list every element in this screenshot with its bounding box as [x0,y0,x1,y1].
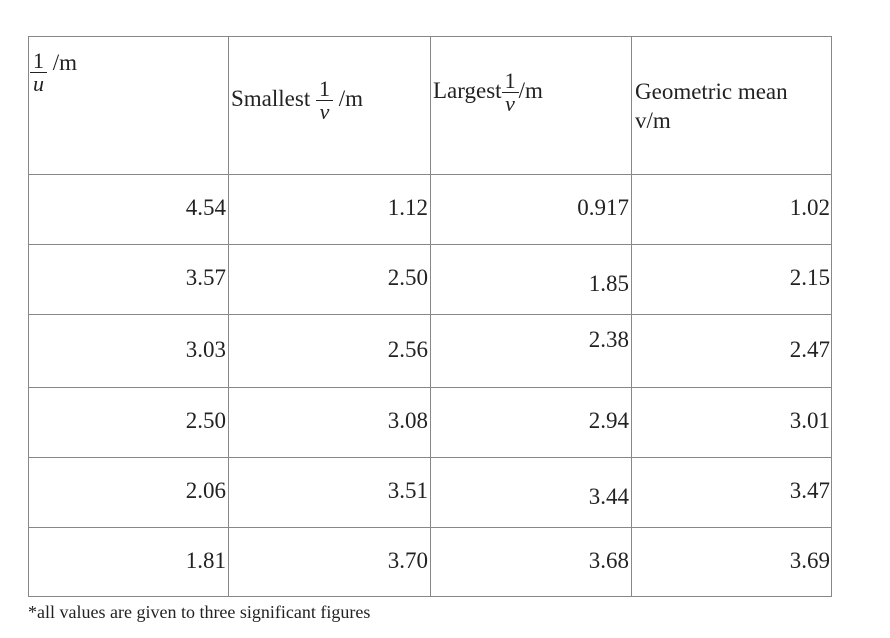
table-cell: 3.01 [789,408,830,433]
table-cell: 1.02 [789,195,830,220]
label: Smallest [231,85,311,111]
row-divider [28,457,832,458]
footnote: *all values are given to three significa… [28,602,371,622]
table-cell: 2.50 [387,265,428,290]
table-cell: 4.54 [185,195,226,220]
table-cell: 3.51 [387,478,428,503]
table-cell: 2.94 [588,408,629,433]
column-divider [228,36,229,597]
unit: /m [52,50,78,75]
unit: v/m [635,108,671,133]
table-cell: 2.15 [789,265,830,290]
table-cell: 3.03 [185,336,226,362]
row-divider [28,527,832,528]
row-divider [28,174,832,175]
table-cell: 1.81 [185,548,226,573]
table-cell: 3.47 [789,478,830,503]
table-cell: 3.57 [185,265,226,290]
denominator: v [319,99,330,124]
numerator: 1 [315,78,333,101]
unit: /m [338,85,364,111]
table-cell: 3.69 [789,548,830,573]
table-cell: 3.08 [387,408,428,433]
numerator: 1 [501,70,519,93]
table-cell: 2.56 [387,336,428,362]
table-cell: 3.68 [588,548,629,573]
table-cell: 2.50 [185,408,226,433]
row-divider [28,387,832,388]
table-cell: 3.70 [387,548,428,573]
table-cell: 0.917 [577,195,629,220]
unit: /m [518,77,543,103]
column-divider [430,36,431,597]
table-cell: 1.85 [588,271,629,296]
column-divider [631,36,632,597]
header-cell: Geometric mean v/m [635,77,788,135]
numerator: 1 [30,50,47,73]
label: Largest [433,77,502,103]
row-divider [28,314,832,315]
table-cell: 1.12 [387,195,428,220]
table-cell: 3.44 [588,484,629,509]
table-cell: 2.06 [185,478,226,503]
header-cell: Largest 1 v/m [433,70,543,115]
row-divider [28,244,832,245]
denominator: v [505,91,515,116]
table-cell: 2.38 [588,326,629,352]
table-cell: 2.47 [789,336,830,362]
label: Geometric mean [635,79,788,104]
denominator: u [33,71,44,96]
